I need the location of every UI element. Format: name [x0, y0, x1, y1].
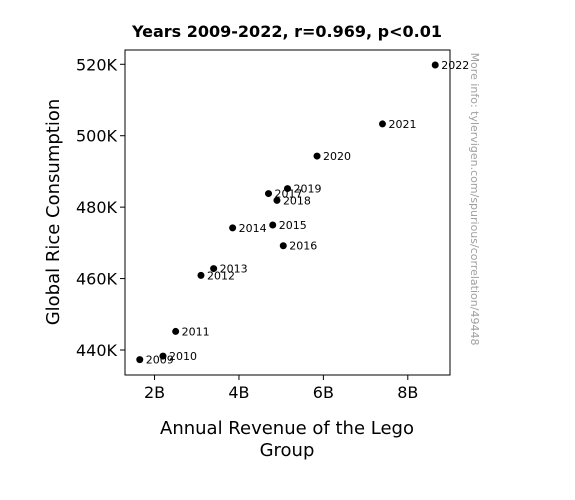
x-axis-label-line-1: Annual Revenue of the Lego	[160, 418, 414, 439]
x-tick-label: 8B	[397, 383, 418, 402]
data-point	[197, 271, 205, 279]
plot-area	[124, 49, 451, 376]
x-axis-label-line-2: Group	[260, 440, 315, 461]
y-axis-label: Global Rice Consumption	[43, 99, 64, 326]
point-label: 2012	[207, 269, 235, 282]
y-axis: 440K 460K 480K 500K 520K	[76, 55, 125, 360]
y-tick-label: 460K	[76, 270, 118, 289]
point-label: 2022	[441, 59, 469, 72]
data-point	[378, 120, 386, 128]
point-label: 2016	[289, 240, 317, 253]
data-point	[279, 242, 287, 250]
point-label: 2015	[279, 219, 307, 232]
y-tick-label: 520K	[76, 55, 118, 74]
data-point	[273, 196, 281, 204]
y-tick-label: 480K	[76, 198, 118, 217]
y-tick-label: 500K	[76, 127, 118, 146]
point-label: 2014	[239, 222, 267, 235]
x-axis: 2B 4B 6B 8B	[144, 375, 418, 402]
point-label: 2010	[169, 350, 197, 363]
watermark-text: More info: tylervigen.com/spurious/corre…	[468, 53, 481, 346]
data-point	[431, 61, 439, 69]
data-point	[284, 185, 291, 193]
data-point	[172, 327, 180, 335]
point-label: 2019	[294, 183, 322, 196]
data-point	[265, 190, 273, 198]
point-label: 2011	[182, 325, 210, 338]
data-point	[136, 356, 144, 364]
chart-title: Years 2009-2022, r=0.969, p<0.01	[131, 22, 442, 41]
point-label: 2018	[283, 194, 311, 207]
data-point	[269, 221, 277, 229]
point-label: 2009	[146, 354, 174, 367]
x-tick-label: 2B	[144, 383, 165, 402]
point-label: 2017	[275, 188, 303, 201]
data-point	[159, 352, 167, 360]
x-tick-label: 6B	[313, 383, 334, 402]
point-label: 2021	[388, 118, 416, 131]
data-point	[210, 265, 218, 273]
data-point	[313, 152, 321, 160]
x-tick-label: 4B	[228, 383, 249, 402]
point-label: 2013	[220, 263, 248, 276]
point-label: 2020	[323, 150, 351, 163]
data-point	[229, 224, 237, 232]
y-tick-label: 440K	[76, 341, 118, 360]
